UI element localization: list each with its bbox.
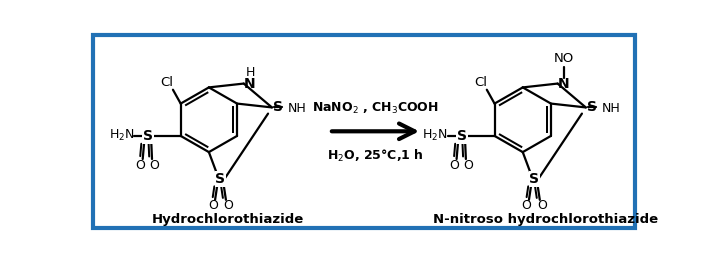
Text: O: O <box>463 159 473 172</box>
Text: O: O <box>224 199 233 212</box>
Text: H$_2$O, 25°C,1 h: H$_2$O, 25°C,1 h <box>327 148 424 164</box>
Text: S: S <box>273 100 283 114</box>
Text: S: S <box>216 172 226 186</box>
Text: N: N <box>244 76 256 90</box>
Text: NH: NH <box>601 102 620 115</box>
Text: Cl: Cl <box>474 75 487 88</box>
Text: O: O <box>522 199 532 212</box>
Text: S: S <box>143 129 153 143</box>
Text: NaNO$_2$ , CH$_3$COOH: NaNO$_2$ , CH$_3$COOH <box>312 101 439 116</box>
Text: N-nitroso hydrochlorothiazide: N-nitroso hydrochlorothiazide <box>433 213 659 226</box>
Text: S: S <box>457 129 467 143</box>
Text: H$_2$N: H$_2$N <box>109 128 134 144</box>
Text: N: N <box>558 76 569 90</box>
Text: H$_2$N: H$_2$N <box>422 128 448 144</box>
Text: Cl: Cl <box>160 75 173 88</box>
Text: O: O <box>149 159 159 172</box>
Text: NH: NH <box>288 102 306 115</box>
Text: S: S <box>530 172 540 186</box>
Text: NO: NO <box>554 53 574 66</box>
Text: O: O <box>537 199 547 212</box>
Text: O: O <box>449 159 459 172</box>
Text: S: S <box>587 100 597 114</box>
Text: Hydrochlorothiazide: Hydrochlorothiazide <box>152 213 305 226</box>
Text: O: O <box>208 199 218 212</box>
Text: O: O <box>136 159 146 172</box>
Text: H: H <box>245 66 255 79</box>
